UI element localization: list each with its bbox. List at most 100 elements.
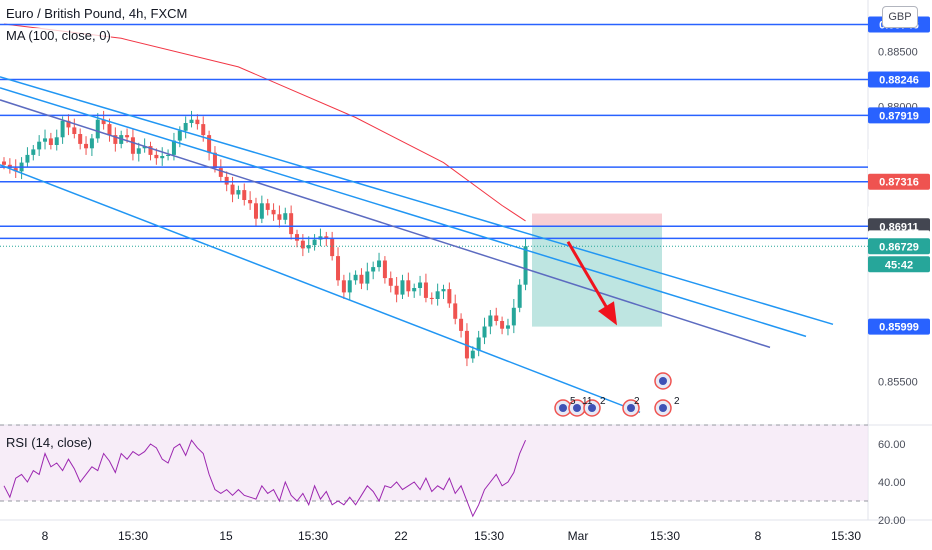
candle-body [242, 190, 247, 200]
candle-body [89, 138, 94, 149]
candle-body [511, 307, 516, 326]
candle-body [224, 176, 229, 185]
time-tick-label: 8 [42, 529, 49, 543]
time-tick-label: 8 [755, 529, 762, 543]
candle-body [412, 288, 417, 292]
candle-body [31, 149, 36, 155]
price-badge-bg [868, 173, 930, 190]
channel-line-1 [0, 87, 807, 338]
candle-body [517, 284, 522, 308]
candle-body [54, 137, 59, 145]
candle-body [341, 280, 346, 293]
short-arrow-shaft [566, 241, 612, 315]
candle-body [382, 260, 387, 279]
rsi-tick-label: 60.00 [878, 439, 906, 451]
candle-body [171, 140, 176, 155]
time-tick-label: 15:30 [118, 529, 148, 543]
event-flag-dot [627, 404, 635, 412]
time-tick-label: 15:30 [474, 529, 504, 543]
ma-100-line [3, 23, 526, 222]
currency-button[interactable]: GBP [882, 6, 918, 28]
candle-body [195, 119, 200, 125]
candle-body [505, 325, 510, 329]
price-badge-bg [868, 71, 930, 88]
event-flag-dot [588, 404, 596, 412]
candle-body [230, 184, 235, 195]
candle-body [113, 135, 118, 144]
stop-loss-zone [532, 213, 662, 227]
candle-body [482, 326, 487, 338]
price-badge-label: 0.88246 [879, 74, 919, 86]
rsi-tick-label: 20.00 [878, 515, 906, 527]
price-badge-label: 0.86729 [879, 241, 919, 253]
candle-body [371, 267, 376, 272]
candle-body [154, 154, 159, 159]
candle-body [248, 200, 253, 204]
rsi-line [3, 439, 526, 518]
candle-body [101, 119, 106, 125]
take-profit-zone [532, 226, 662, 327]
candle-body [306, 245, 311, 249]
candle-body [13, 168, 18, 172]
channel-line-2 [0, 99, 771, 349]
candle-body [289, 213, 294, 235]
rsi-band [0, 425, 868, 501]
candle-body [406, 280, 411, 292]
time-tick-label: 15:30 [650, 529, 680, 543]
moving-average-line [3, 23, 526, 222]
candle-body [48, 138, 53, 145]
countdown-label: 45:42 [885, 259, 913, 271]
candle-body [353, 274, 358, 281]
candle-body [330, 238, 335, 257]
candle-body [37, 141, 42, 150]
rsi-tick-label: 40.00 [878, 477, 906, 489]
price-badge-label: 0.86911 [879, 221, 918, 233]
candle-body [283, 213, 288, 220]
candle-body [365, 271, 370, 284]
price-badges: 0.887460.882460.879190.875470.874490.873… [868, 16, 930, 335]
candle-body [201, 124, 206, 136]
candle-body [435, 291, 440, 299]
candle-body [523, 246, 528, 285]
candle-body [78, 134, 83, 144]
ma-indicator-label[interactable]: MA (100, close, 0) [6, 28, 111, 43]
candle-body [148, 146, 153, 155]
candle-body [136, 148, 141, 154]
candle-body [377, 260, 382, 268]
candle-body [453, 303, 458, 319]
candle-body [60, 120, 65, 138]
rsi-indicator-label[interactable]: RSI (14, close) [6, 435, 92, 450]
event-count-label: 11 [582, 396, 593, 407]
channel-line-0 [0, 76, 834, 326]
candle-body [494, 315, 499, 321]
time-tick-label: 15 [219, 529, 233, 543]
candle-body [130, 137, 135, 154]
candle-body [312, 239, 317, 246]
event-count-label: 2 [674, 396, 680, 407]
candle-body [25, 154, 30, 163]
countdown-badge-bg [868, 256, 930, 273]
candle-body [447, 289, 452, 304]
price-badge-bg [868, 159, 930, 176]
candle-body [189, 119, 194, 123]
candle-body [259, 203, 264, 219]
price-badge-label: 0.87027 [879, 209, 919, 221]
candle-body [177, 130, 182, 141]
candle-body [500, 321, 505, 329]
candle-body [95, 119, 100, 139]
candle-body [470, 350, 475, 359]
candle-body [359, 274, 364, 284]
candle-body [207, 135, 212, 153]
candle-body [166, 154, 171, 156]
event-count-label: 2 [634, 396, 640, 407]
candle-body [441, 289, 446, 292]
candle-body [300, 240, 305, 249]
candle-body [142, 146, 147, 149]
candle-body [265, 203, 270, 210]
time-tick-label: Mar [568, 529, 589, 543]
price-badge-bg [868, 107, 930, 124]
candle-body [295, 234, 299, 241]
symbol-title[interactable]: Euro / British Pound, 4h, FXCM [6, 6, 188, 21]
price-tick-label: 0.85500 [878, 377, 918, 389]
